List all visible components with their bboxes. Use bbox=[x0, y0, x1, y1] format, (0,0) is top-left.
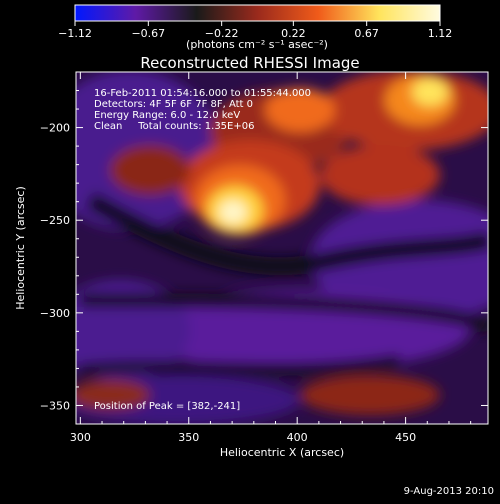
x-axis: 300 350 400 450 bbox=[70, 72, 472, 444]
colorbar-tick-label: −1.12 bbox=[58, 27, 92, 40]
y-tick-label: −250 bbox=[40, 214, 70, 227]
x-tick-label: 400 bbox=[287, 431, 308, 444]
colorbar-tick-label: 0.22 bbox=[281, 27, 306, 40]
x-tick-label: 300 bbox=[70, 431, 91, 444]
annotation-clean-counts: Clean Total counts: 1.35E+06 bbox=[94, 121, 254, 132]
colorbar-tick-label: −0.67 bbox=[131, 27, 165, 40]
x-axis-label: Heliocentric X (arcsec) bbox=[220, 446, 344, 459]
y-axis: −200 −250 −300 −350 bbox=[40, 90, 488, 412]
annotation-energy-range: Energy Range: 6.0 - 12.0 keV bbox=[94, 110, 240, 121]
colorbar-tick-label: −0.22 bbox=[205, 27, 239, 40]
y-axis-label: Heliocentric Y (arcsec) bbox=[14, 186, 27, 310]
heatmap-image bbox=[76, 72, 488, 424]
timestamp: 9-Aug-2013 20:10 bbox=[404, 486, 494, 497]
y-tick-label: −300 bbox=[40, 307, 70, 320]
colorbar bbox=[74, 4, 441, 22]
x-tick-label: 350 bbox=[178, 431, 199, 444]
y-tick-label: −200 bbox=[40, 122, 70, 135]
chart-title: Reconstructed RHESSI Image bbox=[140, 54, 359, 72]
x-tick-label: 450 bbox=[395, 431, 416, 444]
colorbar-unit-label: (photons cm⁻² s⁻¹ asec⁻²) bbox=[186, 38, 328, 51]
colorbar-tick-label: 1.12 bbox=[428, 27, 453, 40]
colorbar-ticks: −1.12 −0.67 −0.22 0.22 0.67 1.12 bbox=[58, 21, 452, 40]
colorbar-tick-label: 0.67 bbox=[354, 27, 379, 40]
annotation-detectors: Detectors: 4F 5F 6F 7F 8F, Att 0 bbox=[94, 99, 253, 110]
plot-frame bbox=[75, 71, 489, 425]
annotation-time-range: 16-Feb-2011 01:54:16.000 to 01:55:44.000 bbox=[94, 88, 311, 99]
y-tick-label: −350 bbox=[40, 399, 70, 412]
annotation-peak-position: Position of Peak = [382,-241] bbox=[94, 401, 240, 412]
